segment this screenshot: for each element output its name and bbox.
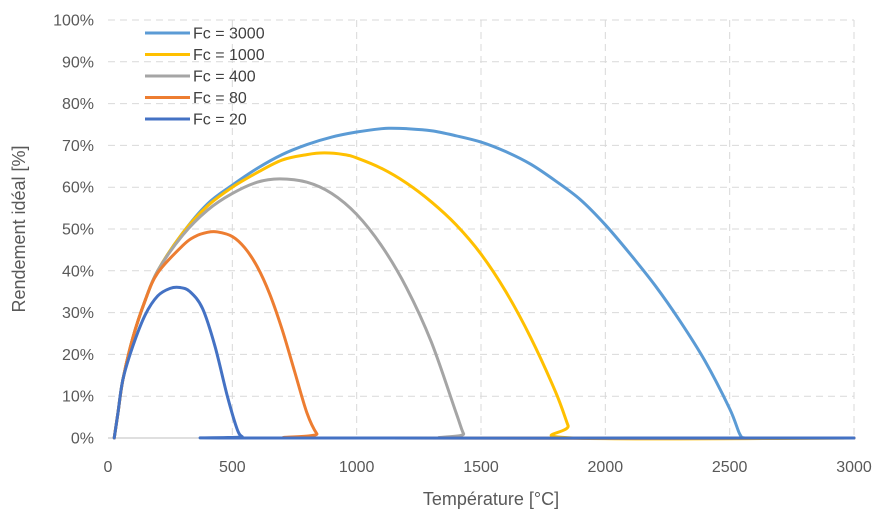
series-line-5: [112, 285, 856, 440]
x-tick-label: 1500: [463, 459, 499, 476]
axes: 0% 10% 20% 30% 40% 50% 60% 70% 80% 90% 100% 0 500 100…: [53, 13, 872, 477]
grid: [108, 19, 855, 438]
y-tick-label: 70%: [62, 138, 94, 155]
legend: Fc = 3000 Fc = 1000 Fc = 400 Fc = 80 Fc = 20: [145, 26, 265, 129]
legend-label: Fc = 20: [193, 112, 247, 129]
y-tick-label: 0%: [71, 431, 94, 448]
legend-label: Fc = 400: [193, 69, 256, 86]
y-tick-label: 100%: [53, 13, 94, 30]
x-tick-label: 1000: [339, 459, 375, 476]
y-tick-label: 40%: [62, 263, 94, 280]
y-tick-label: 60%: [62, 180, 94, 197]
x-tick-label: 500: [219, 459, 246, 476]
legend-label: Fc = 80: [193, 90, 247, 107]
x-tick-label: 2000: [588, 459, 624, 476]
y-tick-label: 50%: [62, 222, 94, 239]
legend-label: Fc = 1000: [193, 47, 265, 64]
x-tick-label: 2500: [712, 459, 748, 476]
y-tick-label: 90%: [62, 54, 94, 71]
y-axis-title: Rendement idéal [%]: [9, 145, 29, 312]
x-tick-label: 0: [104, 459, 113, 476]
y-tick-label: 10%: [62, 389, 94, 406]
x-tick-label: 3000: [836, 459, 872, 476]
y-tick-label: 80%: [62, 96, 94, 113]
y-tick-label: 20%: [62, 347, 94, 364]
y-tick-label: 30%: [62, 305, 94, 322]
x-axis-title: Température [°C]: [423, 489, 559, 509]
series-lines: [112, 126, 856, 441]
legend-label: Fc = 3000: [193, 26, 265, 43]
